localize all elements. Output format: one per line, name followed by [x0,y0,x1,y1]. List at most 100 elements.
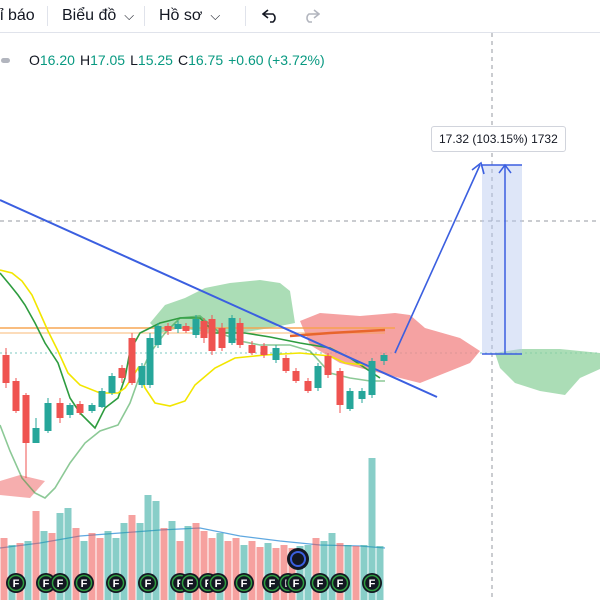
candle [272,345,280,363]
event-marker-icon[interactable]: F [74,573,94,593]
candle [174,321,182,333]
event-marker-icon[interactable]: F [330,573,350,593]
volume-bar [360,545,368,600]
volume-bar [112,538,120,600]
event-marker-label: F [43,578,50,590]
candle [44,398,52,433]
profile-menu[interactable]: Hồ sơ ⌵ [145,0,245,33]
event-marker-label: F [81,578,88,590]
candle [22,393,30,478]
redo-icon [306,9,320,23]
undo-button[interactable] [251,0,291,33]
candle [192,315,200,338]
volume-bar [280,545,288,600]
event-marker-icon[interactable]: F [208,573,228,593]
toolbar-divider [47,6,48,26]
close-value: 16.75 [188,52,224,68]
event-marker-icon[interactable]: F [106,573,126,593]
volume-bar [192,523,200,600]
candle [358,388,366,403]
measure-box [482,165,522,354]
event-marker-label: F [57,578,64,590]
volume-bar [352,546,360,600]
volume-bar [376,546,384,600]
volume-bar [368,458,376,600]
projection-arrow [394,164,481,354]
chevron-down-icon: ⌵ [210,8,221,23]
volume-bar [96,538,104,600]
chart-menu[interactable]: Biểu đồ ⌵ [48,0,140,33]
undo-icon [262,9,276,23]
candle [118,365,126,383]
volume-bar [8,545,16,600]
volume-bar [256,547,264,600]
open-value: 16.20 [39,52,75,68]
price-chart[interactable]: FFFFFFFFFFFFFFFFF [0,33,600,600]
redo-button[interactable] [291,0,331,33]
candle [368,358,376,398]
volume-bar [48,533,56,600]
dividend-marker-ring [290,551,306,567]
candle [98,388,106,408]
candle [88,403,96,413]
event-marker-label: F [13,578,20,590]
volume-bar [88,533,96,600]
event-markers: FFFFFFFFFFFFFFFFF [6,573,382,593]
volume-bar [32,511,40,600]
toolbar-divider [144,6,145,26]
volume-bar [40,531,48,600]
volume-bar [232,538,240,600]
event-marker-icon[interactable]: F [138,573,158,593]
candle [282,355,290,373]
event-marker-icon[interactable]: F [180,573,200,593]
candle [66,403,74,418]
volume-bar [216,533,224,600]
volume-bar [128,515,136,600]
candle [208,315,216,355]
volume-bar [264,543,272,600]
event-marker-icon[interactable]: F [362,573,382,593]
event-marker-icon[interactable]: F [6,573,26,593]
candle [182,323,190,333]
event-marker-icon[interactable]: F [234,573,254,593]
candle [138,363,146,388]
volume-bar [304,545,312,600]
bull-cloud [150,280,295,333]
change-value: +0.60 (+3.72%) [228,52,325,68]
ichimoku-cloud [0,280,600,498]
high-value: 17.05 [90,52,126,68]
volume-bar [200,531,208,600]
bear-cloud [300,313,480,383]
chevron-down-icon: ⌵ [124,8,135,23]
event-marker-label: F [293,578,300,590]
event-marker-icon[interactable]: F [36,573,56,593]
volume-bar [24,541,32,600]
volume-bar [344,545,352,600]
candle [154,323,162,348]
event-marker-icon[interactable]: F [50,573,70,593]
measure-arrow-icon [498,163,512,174]
candle [12,378,20,413]
future-bull-cloud [495,349,600,395]
toolbar-divider [245,6,246,26]
candle [248,341,256,355]
candle [164,323,172,335]
volume-bar [328,533,336,600]
volume-bar [152,501,160,600]
volume-bar [240,545,248,600]
candle [128,333,136,385]
volume-bar [320,541,328,600]
event-marker-icon[interactable]: F [286,573,306,593]
high-key: H [79,52,91,68]
collapse-handle-icon[interactable] [1,57,10,63]
indicators-menu[interactable]: ỉ báo [0,0,37,33]
candle [324,353,332,378]
candle [304,378,312,393]
event-marker-label: F [145,578,152,590]
arrow-head-icon [471,161,485,175]
volume-bar [248,541,256,600]
volume-bar [120,523,128,600]
event-marker-icon[interactable]: F [310,573,330,593]
candle [380,353,388,365]
candle [346,388,354,411]
